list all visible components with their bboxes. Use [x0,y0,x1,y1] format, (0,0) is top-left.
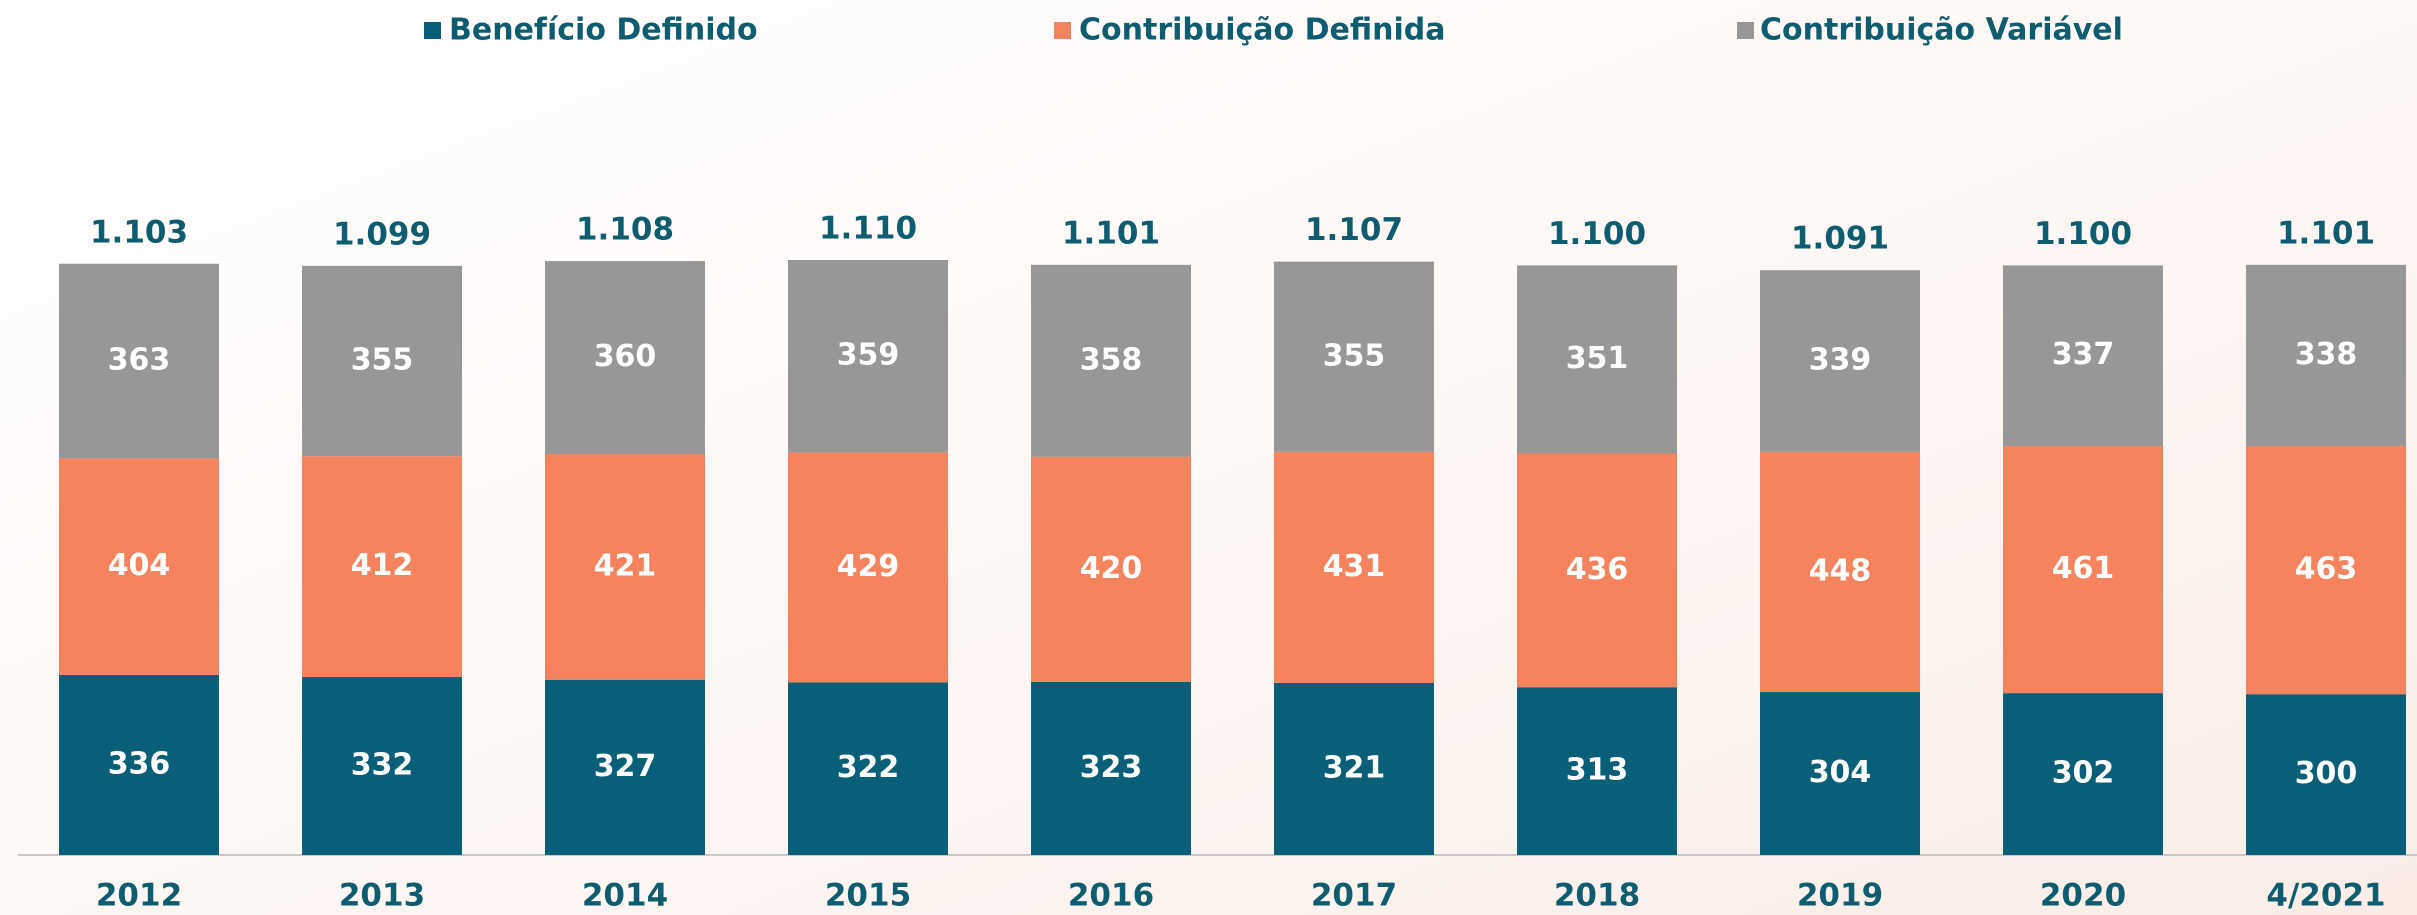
bar-segment [1031,264,1191,457]
segment-label: 421 [594,548,657,583]
bar-segment [1760,692,1920,855]
segment-label: 412 [351,548,414,583]
segment-label: 420 [1080,551,1143,586]
segment-label: 355 [351,343,414,378]
total-label: 1.101 [1062,215,1160,251]
bar-segment [545,261,705,455]
bar-segment [2246,446,2406,695]
legend-swatch [1054,22,1071,39]
bar-segment [1274,261,1434,452]
segment-label: 323 [1080,750,1143,785]
bar-segment [302,265,462,457]
x-tick-label: 2018 [1554,878,1640,914]
bar-segment [302,456,462,678]
x-tick-label: 4/2021 [2266,878,2385,914]
legend-label: Benefício Definido [449,13,758,48]
segment-label: 431 [1323,549,1386,584]
segment-label: 300 [2295,756,2358,791]
bar-segment [1517,687,1677,855]
segment-label: 436 [1566,552,1629,587]
segment-label: 337 [2052,337,2115,372]
legend-swatch [1737,22,1754,39]
segment-label: 358 [1080,342,1143,377]
bar-segment [1274,451,1434,683]
segment-label: 313 [1566,753,1629,788]
x-tick-label: 2013 [339,878,425,914]
segment-label: 322 [837,750,900,785]
legend-label: Contribuição Definida [1079,13,1445,48]
legend-swatch [424,22,441,39]
bar-segment [1274,682,1434,855]
bar-segment [2003,446,2163,694]
bar-segment [788,682,948,855]
bar-segment [2003,693,2163,855]
total-label: 1.108 [576,212,674,248]
segment-label: 463 [2295,552,2358,587]
bar-segment [1517,453,1677,688]
segment-label: 360 [594,339,657,374]
segment-label: 429 [837,549,900,584]
bar-segment [545,454,705,680]
bar-segment [59,458,219,675]
total-label: 1.099 [333,216,431,252]
bar-segment [1517,265,1677,454]
legend-label: Contribuição Variável [1760,13,2123,48]
segment-label: 336 [108,746,171,781]
x-tick-label: 2020 [2040,878,2126,914]
segment-label: 321 [1323,750,1386,785]
segment-label: 332 [351,748,414,783]
segment-label: 355 [1323,338,1386,373]
segment-label: 363 [108,343,171,378]
total-label: 1.107 [1305,212,1403,248]
x-tick-label: 2016 [1068,878,1154,914]
segment-label: 359 [837,338,900,373]
segment-label: 304 [1809,755,1872,790]
bar-segment [2246,694,2406,855]
bar-segment [59,674,219,855]
bar-segment [2003,265,2163,447]
segment-label: 339 [1809,343,1872,378]
segment-label: 461 [2052,551,2115,586]
segment-label: 338 [2295,337,2358,372]
total-label: 1.100 [1548,216,1646,252]
total-label: 1.103 [90,214,188,250]
segment-label: 404 [108,548,171,583]
x-tick-label: 2017 [1311,878,1397,914]
segment-label: 351 [1566,341,1629,376]
bar-segment [788,452,948,683]
bar-segment [1760,270,1920,452]
bar-segment [302,677,462,855]
bar-segment [1760,451,1920,693]
total-label: 1.091 [1791,221,1889,257]
bar-segment [1031,681,1191,855]
total-label: 1.101 [2277,215,2375,251]
bar-segment [2246,264,2406,447]
bar-segment [1031,456,1191,682]
bar-segment [788,260,948,453]
segment-label: 302 [2052,756,2115,791]
total-label: 1.100 [2034,216,2132,252]
x-tick-label: 2012 [96,878,182,914]
x-tick-label: 2015 [825,878,911,914]
bar-segment [545,679,705,855]
x-tick-label: 2019 [1797,878,1883,914]
total-label: 1.110 [819,211,917,247]
bar-segment [59,263,219,459]
segment-label: 448 [1809,553,1872,588]
x-tick-label: 2014 [582,878,668,914]
segment-label: 327 [594,749,657,784]
